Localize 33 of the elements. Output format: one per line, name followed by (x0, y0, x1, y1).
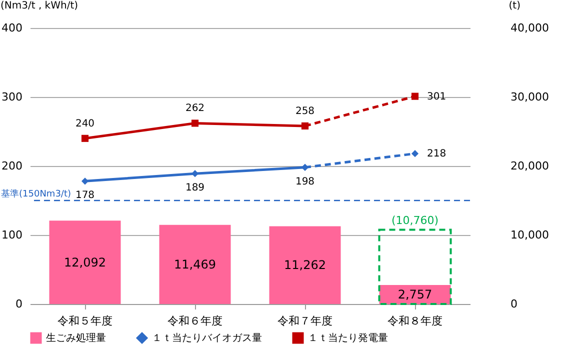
x-tick-label: 令和５年度 (58, 314, 112, 328)
y-tick-label: 400 (2, 22, 22, 34)
y-tick-label: 300 (2, 90, 22, 104)
y-tick-label: 200 (2, 160, 22, 172)
data-label: 240 (75, 118, 95, 130)
y2-tick-label: 0 (510, 298, 518, 310)
ref-line-label: 基準(150Nm3/t) (1, 188, 71, 200)
legend-label: 生ごみ処理量 (46, 332, 106, 344)
data-label: 258 (295, 106, 315, 117)
legend-label: １ｔ当たり発電量 (308, 332, 388, 344)
data-label: 11,469 (174, 257, 216, 272)
data-label: 178 (75, 190, 95, 202)
data-label: 198 (295, 176, 315, 188)
y2-tick-label: 30,000 (510, 90, 549, 104)
y-axis-title: (Nm3/t , kWh/t) (0, 0, 78, 12)
data-label: 301 (427, 91, 446, 102)
y-tick-label: 0 (16, 298, 22, 310)
data-label: 218 (427, 148, 446, 160)
data-label: 262 (185, 103, 205, 114)
x-tick-label: 令和８年度 (388, 314, 442, 328)
data-label: 11,262 (284, 258, 326, 272)
x-tick-label: 令和７年度 (278, 314, 332, 328)
x-tick-label: 令和６年度 (168, 314, 222, 328)
data-label: (10,760) (391, 214, 439, 227)
y2-tick-label: 10,000 (510, 228, 549, 242)
legend-label: １ｔ当たりバイオガス量 (152, 332, 262, 344)
data-label: 189 (185, 182, 205, 194)
data-label: 12,092 (64, 255, 106, 270)
y2-tick-label: 20,000 (510, 160, 549, 172)
data-label: 2,757 (398, 287, 432, 302)
y-tick-label: 100 (2, 228, 22, 242)
y2-tick-label: 40,000 (510, 22, 549, 34)
y2-axis-title: (t) (508, 0, 521, 12)
